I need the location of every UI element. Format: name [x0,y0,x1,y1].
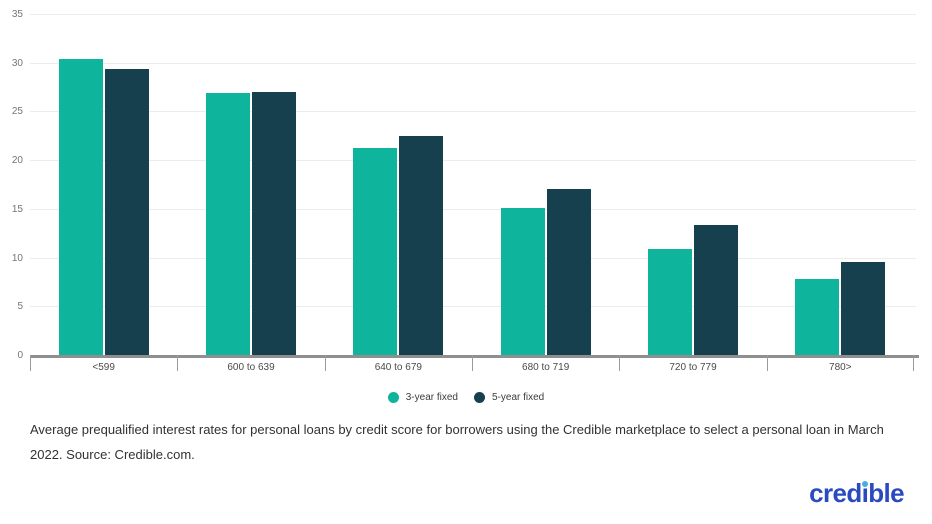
legend-dot-icon [387,391,399,403]
gridline [30,14,916,15]
bar-3-year-fixed [500,207,545,356]
legend-label: 5-year fixed [492,391,545,403]
bar-chart: 0 5 10 15 20 25 30 35 <599 600 to 639 640 to 679 6… [12,9,919,379]
chart-caption: Average prequalified interest rates for … [30,417,920,467]
x-axis-tick [913,355,914,371]
gridline [30,62,916,64]
bar-group [767,15,914,356]
x-category-label: 680 to 719 [522,362,570,373]
y-tick-label: 20 [11,155,23,167]
bar-group [472,15,619,356]
bar-5-year-fixed [104,68,149,356]
chart-legend: 3-year fixed 5-year fixed [0,389,932,405]
x-axis-tick [30,355,31,371]
legend-item: 5-year fixed [474,391,545,403]
bar-5-year-fixed [693,225,738,356]
gridline [30,306,916,308]
x-axis: <599 600 to 639 640 to 679 680 to 719 720 to… [30,355,914,379]
bar-group [30,15,177,356]
x-category-label: 720 to 779 [669,362,717,373]
logo-i-dot-icon [861,481,868,487]
y-tick-label: 0 [17,350,23,361]
y-tick-label: 15 [11,203,23,215]
bar-3-year-fixed [58,58,103,356]
x-axis-tick [177,355,179,371]
bar-5-year-fixed [841,261,886,356]
logo-letter-i: ı [861,478,869,508]
legend-item: 3-year fixed [387,391,458,403]
x-category-label: 600 to 639 [227,362,275,373]
caption-line-1: Average prequalified interest rates for … [30,422,884,437]
bar-group [325,15,472,356]
bar-3-year-fixed [795,279,840,356]
x-axis-tick [472,355,473,371]
bar-3-year-fixed [353,147,398,356]
bar-5-year-fixed [546,189,591,356]
y-tick-label: 5 [17,301,23,313]
bar-3-year-fixed [205,92,250,356]
x-category-label: <599 [92,362,115,373]
y-tick-label: 30 [11,57,23,69]
x-axis-tick [619,355,621,371]
gridline [30,257,916,259]
x-axis-tick [324,355,326,371]
x-axis-line [30,355,919,358]
gridline [30,208,916,210]
x-category-label: 780> [829,362,852,373]
legend-label: 3-year fixed [405,391,458,403]
bar-3-year-fixed [647,248,692,356]
bar-5-year-fixed [399,135,444,356]
legend-dot-icon [474,391,485,403]
x-category-label: 640 to 679 [374,362,422,373]
caption-line-2: 2022. Source: Credible.com. [30,447,195,462]
y-tick-label: 10 [11,252,23,264]
x-axis-tick [766,355,768,371]
y-tick-label: 25 [11,106,23,118]
gridline [30,160,916,162]
y-tick-label: 35 [11,9,23,20]
bar-group [619,15,766,356]
bar-group [177,15,324,356]
plot-area: 0 5 10 15 20 25 30 35 [12,9,916,361]
credible-logo: credı ble [809,478,905,508]
gridline [30,111,916,113]
bar-5-year-fixed [251,91,296,356]
